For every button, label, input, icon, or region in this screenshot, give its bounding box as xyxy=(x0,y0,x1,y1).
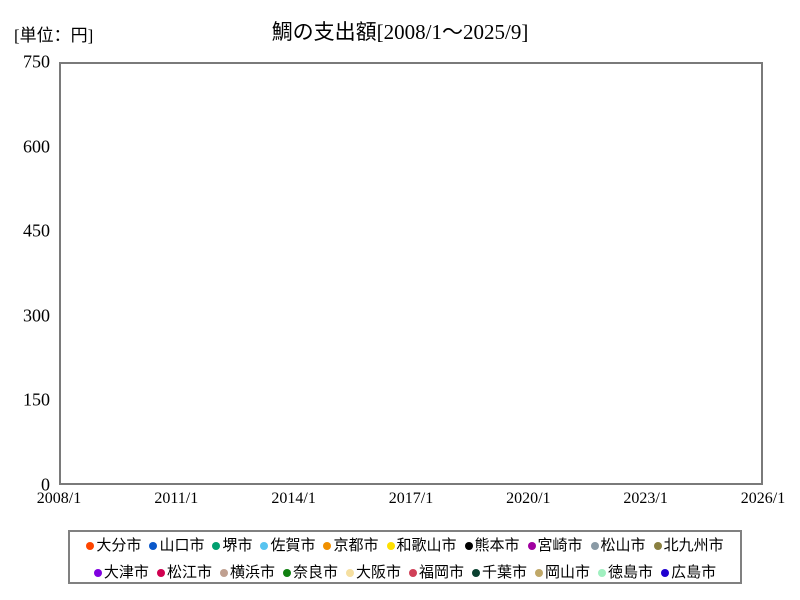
y-axis-tick-300: 300 xyxy=(23,305,50,326)
legend-label: 千葉市 xyxy=(482,563,528,581)
legend-label: 熊本市 xyxy=(474,536,520,554)
legend-row-1: 大分市 山口市 堺市 佐賀市 京都市 和歌山市 熊本市 宮崎市 松山市 北九州市 xyxy=(70,532,740,559)
legend-marker-icon xyxy=(212,541,221,550)
x-axis-tick-2017-1: 2017/1 xyxy=(388,490,434,507)
plot-frame xyxy=(59,62,763,485)
legend-marker-icon xyxy=(219,568,228,577)
legend-marker-icon xyxy=(472,568,481,577)
x-axis-tick-2023-1: 2023/1 xyxy=(623,490,668,507)
legend-marker-icon xyxy=(386,541,395,550)
x-axis-tick-2011-1: 2011/1 xyxy=(154,490,199,507)
legend-label: 広島市 xyxy=(671,563,717,581)
legend-label: 松山市 xyxy=(600,536,646,554)
legend-item-熊本市[interactable]: 熊本市 xyxy=(464,536,520,554)
chart-legend: 大分市 山口市 堺市 佐賀市 京都市 和歌山市 熊本市 宮崎市 松山市 北九州市 大津市 松江市 横浜… xyxy=(68,530,742,584)
unit-label: [単位：円] xyxy=(14,26,94,45)
y-axis-tick-450: 450 xyxy=(23,220,50,241)
legend-item-和歌山市[interactable]: 和歌山市 xyxy=(386,536,457,554)
legend-item-松江市[interactable]: 松江市 xyxy=(156,563,212,581)
legend-item-大津市[interactable]: 大津市 xyxy=(93,563,149,581)
legend-item-横浜市[interactable]: 横浜市 xyxy=(219,563,275,581)
x-axis-tick-2020-1: 2020/1 xyxy=(506,490,551,507)
legend-marker-icon xyxy=(260,541,269,550)
legend-label: 松江市 xyxy=(166,563,212,581)
legend-item-奈良市[interactable]: 奈良市 xyxy=(282,563,338,581)
legend-item-佐賀市[interactable]: 佐賀市 xyxy=(260,538,315,553)
legend-marker-icon xyxy=(149,541,158,550)
legend-marker-icon xyxy=(535,568,544,577)
legend-item-堺市[interactable]: 堺市 xyxy=(212,538,252,553)
legend-marker-icon xyxy=(598,568,607,577)
legend-item-福岡市[interactable]: 福岡市 xyxy=(409,565,464,580)
legend-item-松山市[interactable]: 松山市 xyxy=(590,536,646,554)
legend-marker-icon xyxy=(323,541,332,550)
legend-item-大阪市[interactable]: 大阪市 xyxy=(345,563,401,581)
x-axis-tick-2008-1: 2008/1 xyxy=(36,490,82,507)
legend-marker-icon xyxy=(86,541,95,550)
legend-label: 大分市 xyxy=(96,536,142,554)
legend-marker-icon xyxy=(653,541,662,550)
legend-item-広島市[interactable]: 広島市 xyxy=(661,565,716,580)
legend-marker-icon xyxy=(409,568,417,577)
x-axis-tick-2026-1: 2026/1 xyxy=(740,490,786,507)
legend-item-京都市[interactable]: 京都市 xyxy=(323,536,379,554)
legend-label: 奈良市 xyxy=(292,563,338,581)
legend-marker-icon xyxy=(661,568,670,577)
y-axis-tick-750: 750 xyxy=(23,51,50,72)
legend-label: 京都市 xyxy=(333,536,379,554)
legend-label: 北九州市 xyxy=(663,536,724,554)
legend-label: 山口市 xyxy=(159,536,205,554)
legend-label: 大津市 xyxy=(103,563,149,581)
page-title: 鯛の支出額[2008/1～2025/9] xyxy=(271,20,529,44)
legend-row-2: 大津市 松江市 横浜市 奈良市 大阪市 福岡市 千葉市 岡山市 徳島市 広島市 xyxy=(70,559,740,586)
legend-marker-icon xyxy=(527,541,536,550)
legend-label: 堺市 xyxy=(222,536,253,554)
legend-label: 福岡市 xyxy=(419,563,465,581)
legend-label: 宮崎市 xyxy=(537,536,583,554)
y-axis-tick-150: 150 xyxy=(23,389,50,410)
legend-marker-icon xyxy=(345,568,354,577)
legend-label: 徳島市 xyxy=(608,563,654,581)
legend-marker-icon xyxy=(590,541,599,550)
legend-label: 横浜市 xyxy=(229,563,275,581)
y-axis-tick-600: 600 xyxy=(23,136,50,157)
legend-label: 大阪市 xyxy=(355,563,401,581)
legend-item-千葉市[interactable]: 千葉市 xyxy=(472,565,527,580)
legend-item-大分市[interactable]: 大分市 xyxy=(86,538,141,553)
legend-item-徳島市[interactable]: 徳島市 xyxy=(598,565,653,580)
legend-label: 佐賀市 xyxy=(270,536,316,554)
legend-item-宮崎市[interactable]: 宮崎市 xyxy=(527,536,583,554)
legend-marker-icon xyxy=(282,568,291,577)
legend-label: 岡山市 xyxy=(545,563,591,581)
x-axis-tick-2014-1: 2014/1 xyxy=(271,490,316,507)
legend-item-岡山市[interactable]: 岡山市 xyxy=(535,565,590,580)
legend-marker-icon xyxy=(156,568,165,577)
legend-item-山口市[interactable]: 山口市 xyxy=(149,538,204,553)
legend-label: 和歌山市 xyxy=(396,536,457,554)
legend-item-北九州市[interactable]: 北九州市 xyxy=(653,536,724,554)
legend-marker-icon xyxy=(464,541,473,550)
plot-area xyxy=(59,62,763,485)
legend-marker-icon xyxy=(93,568,102,577)
